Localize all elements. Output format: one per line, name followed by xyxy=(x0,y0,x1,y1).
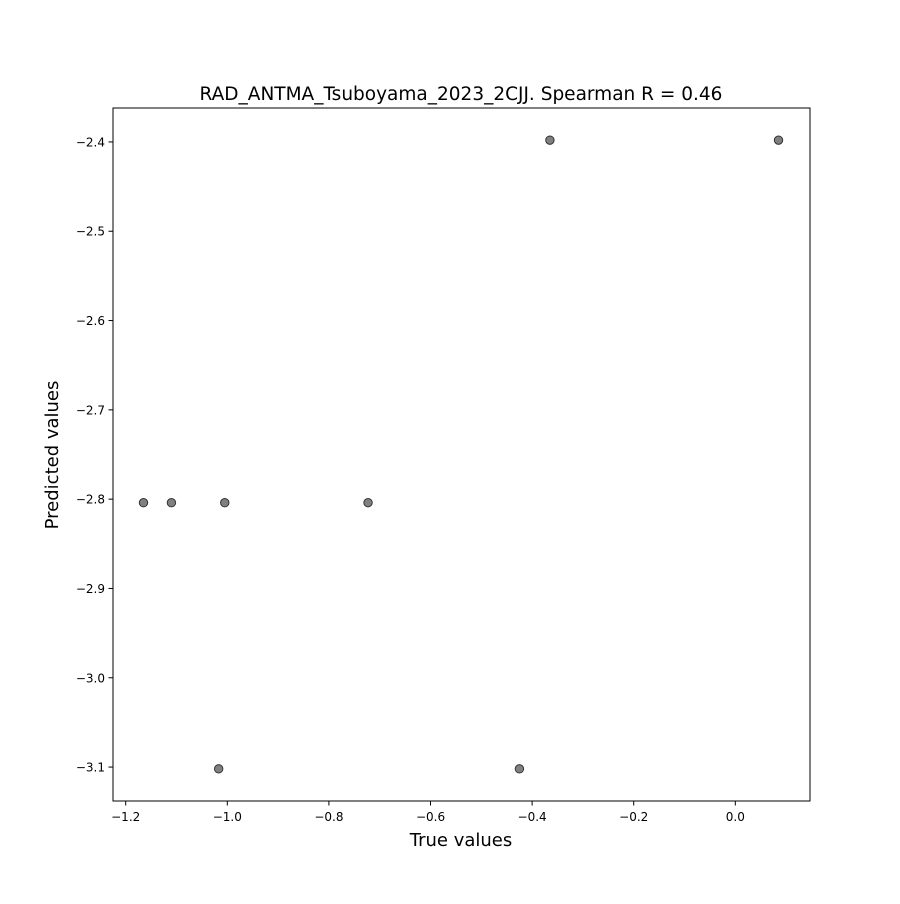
y-tick-label: −2.6 xyxy=(76,314,105,328)
x-tick-label: −0.6 xyxy=(416,810,445,824)
data-point xyxy=(138,498,149,508)
data-point xyxy=(545,135,555,145)
data-points xyxy=(138,135,784,774)
y-tick-label: −2.4 xyxy=(76,135,105,149)
x-tick-label: −0.8 xyxy=(314,810,343,824)
y-tick-label: −2.5 xyxy=(76,225,105,239)
y-tick-label: −2.7 xyxy=(76,403,105,417)
chart-title: RAD_ANTMA_Tsuboyama_2023_2CJJ. Spearman … xyxy=(200,84,723,105)
y-tick-label: −3.0 xyxy=(76,671,105,685)
y-axis-ticks: −2.4 −2.5 −2.6 −2.7 −2.8 −2.9 −3.0 −3.1 xyxy=(76,135,113,775)
x-tick-label: −0.2 xyxy=(619,810,648,824)
x-axis-label: True values xyxy=(409,830,513,851)
x-tick-label: 0.0 xyxy=(726,810,745,824)
plot-area-frame xyxy=(112,107,811,802)
data-point xyxy=(773,135,784,145)
data-point xyxy=(514,764,525,774)
y-tick-label: −3.1 xyxy=(76,761,105,775)
y-tick-label: −2.8 xyxy=(76,493,105,507)
y-tick-label: −2.9 xyxy=(76,582,105,596)
x-axis-ticks: −1.2 −1.0 −0.8 −0.6 −0.4 −0.2 0.0 xyxy=(111,801,745,824)
data-point xyxy=(220,498,230,508)
x-tick-label: −1.2 xyxy=(111,810,140,824)
data-point xyxy=(213,764,224,774)
y-axis-label: Predicted values xyxy=(42,381,63,530)
data-point xyxy=(363,498,373,508)
x-tick-label: −0.4 xyxy=(518,810,547,824)
data-point xyxy=(166,498,177,508)
x-tick-label: −1.0 xyxy=(213,810,242,824)
